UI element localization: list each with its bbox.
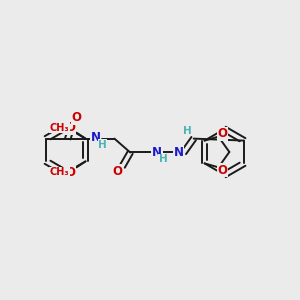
Text: N: N	[174, 146, 184, 159]
Text: O: O	[218, 127, 227, 140]
Text: O: O	[112, 165, 122, 178]
Text: O: O	[66, 121, 76, 134]
Text: O: O	[66, 166, 76, 179]
Text: N: N	[152, 146, 162, 159]
Text: H: H	[98, 140, 107, 150]
Text: O: O	[218, 164, 227, 177]
Text: CH₃: CH₃	[50, 123, 70, 133]
Text: O: O	[72, 111, 82, 124]
Text: N: N	[91, 131, 100, 144]
Text: H: H	[183, 126, 192, 136]
Text: H: H	[159, 154, 167, 164]
Text: CH₃: CH₃	[50, 167, 70, 177]
